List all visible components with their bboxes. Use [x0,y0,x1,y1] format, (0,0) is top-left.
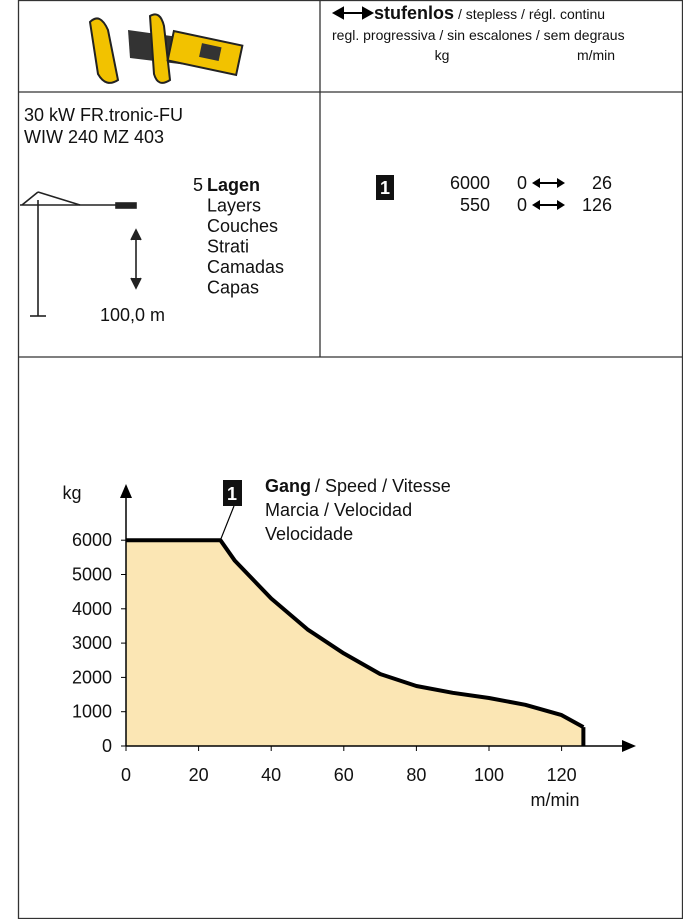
layer-name: Camadas [207,257,284,277]
y-tick-label: 6000 [72,530,112,550]
y-tick-label: 4000 [72,599,112,619]
x-tick-label: 100 [474,765,504,785]
mode: stufenlos [374,3,454,23]
y-tick-label: 2000 [72,667,112,687]
legend-rest: / Speed / Vitesse [315,476,451,496]
y-tick-label: 3000 [72,633,112,653]
legend-leader [220,506,234,540]
datasheet: stufenlos/ stepless / régl. continu regl… [0,0,683,919]
legend-line-3: Velocidade [265,524,353,544]
speed-from: 0 [517,173,527,193]
x-arrow [622,740,636,752]
unit-speed: m/min [577,47,615,63]
layer-name: Strati [207,237,249,257]
layer-name: Couches [207,216,278,236]
height: 100,0 m [100,305,165,325]
layer-name: Capas [207,278,259,298]
y-axis-label: kg [62,483,81,503]
mode-text: stufenlos/ stepless / régl. continu [374,3,605,23]
x-axis-label: m/min [531,790,580,810]
crane-icon [20,192,141,316]
x-tick-label: 120 [547,765,577,785]
mode-arrow [334,8,372,18]
x-tick-label: 0 [121,765,131,785]
load: 6000 [450,173,490,193]
model: WIW 240 MZ 403 [24,127,164,147]
page: stufenlos/ stepless / régl. continu regl… [0,0,683,919]
layers-count: 5 [193,175,203,195]
y-arrow [120,484,132,498]
y-tick-label: 0 [102,736,112,756]
area [126,540,583,746]
unit-load: kg [435,47,450,63]
gear: 1 [380,178,390,198]
legend-bold: Gang [265,476,311,496]
motor: 30 kW FR.tronic-FU [24,105,183,125]
layer-name: Layers [207,196,261,216]
x-tick-label: 40 [261,765,281,785]
mode-translations: / stepless / régl. continu [458,6,605,22]
speed-from: 0 [517,195,527,215]
x-tick-label: 60 [334,765,354,785]
speed-to: 26 [592,173,612,193]
load: 550 [460,195,490,215]
y-tick-label: 1000 [72,702,112,722]
speed-to: 126 [582,195,612,215]
mode-translations-2: regl. progressiva / sin escalones / sem … [332,27,625,43]
y-tick-label: 5000 [72,565,112,585]
legend-line-2: Marcia / Velocidad [265,500,412,520]
legend-gear: 1 [227,484,237,504]
layer-name: Lagen [207,175,260,195]
legend-line-1: Gang/ Speed / Vitesse [265,476,451,496]
x-tick-label: 20 [189,765,209,785]
x-tick-label: 80 [406,765,426,785]
hoist-image [90,14,242,83]
